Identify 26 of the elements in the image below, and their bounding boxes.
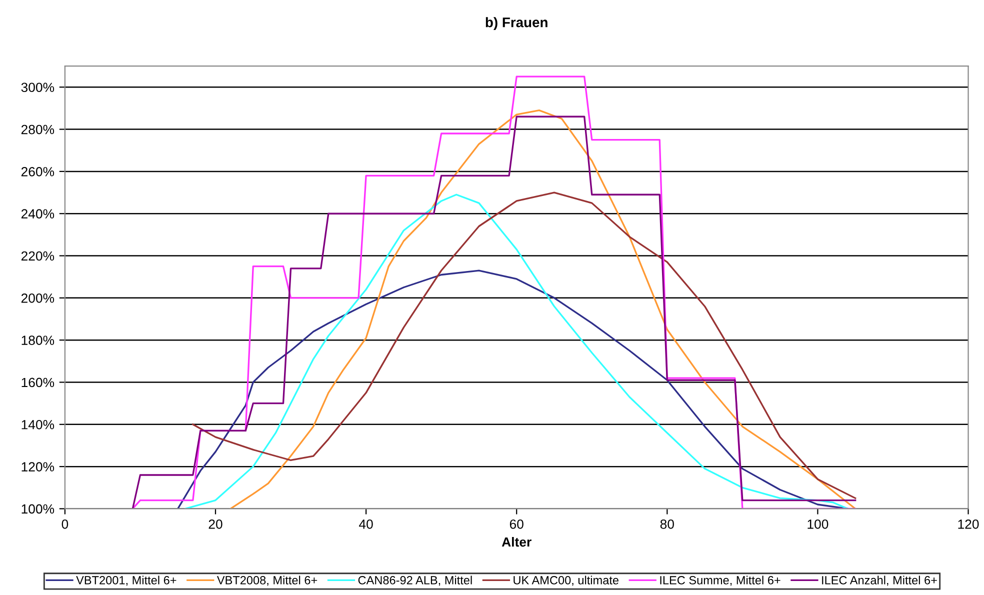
legend-label: VBT2001, Mittel 6+ [76, 576, 176, 586]
x-tick-label: 100 [808, 519, 828, 529]
y-tick-label: 220% [21, 251, 54, 261]
x-tick-label: 60 [510, 519, 524, 529]
y-tick-label: 120% [22, 462, 54, 472]
y-tick-label: 160% [22, 378, 54, 388]
x-tick-label: 80 [660, 519, 674, 529]
y-tick-label: 140% [22, 420, 54, 430]
x-tick-label: 20 [208, 519, 222, 529]
y-tick-label: 240% [21, 209, 54, 219]
legend-label: ILEC Summe, Mittel 6+ [660, 576, 780, 586]
legend-label: ILEC Anzahl, Mittel 6+ [822, 576, 937, 586]
legend-label: UK AMC00, ultimate [514, 576, 618, 586]
x-tick-label: 0 [62, 519, 68, 529]
y-tick-label: 100% [22, 504, 54, 514]
y-tick-label: 300% [21, 82, 54, 92]
y-tick-label: 200% [21, 293, 54, 303]
x-tick-label: 40 [359, 519, 373, 529]
legend-label: CAN86-92 ALB, Mittel [358, 576, 472, 586]
legend-label: VBT2008, Mittel 6+ [216, 576, 318, 586]
y-tick-label: 280% [21, 124, 54, 134]
y-tick-label: 180% [22, 336, 54, 345]
y-tick-label: 260% [21, 167, 54, 176]
chart-title: b) Frauen [486, 17, 548, 30]
x-tick-label: 120 [958, 519, 979, 529]
x-axis-title: Alter [502, 536, 532, 547]
